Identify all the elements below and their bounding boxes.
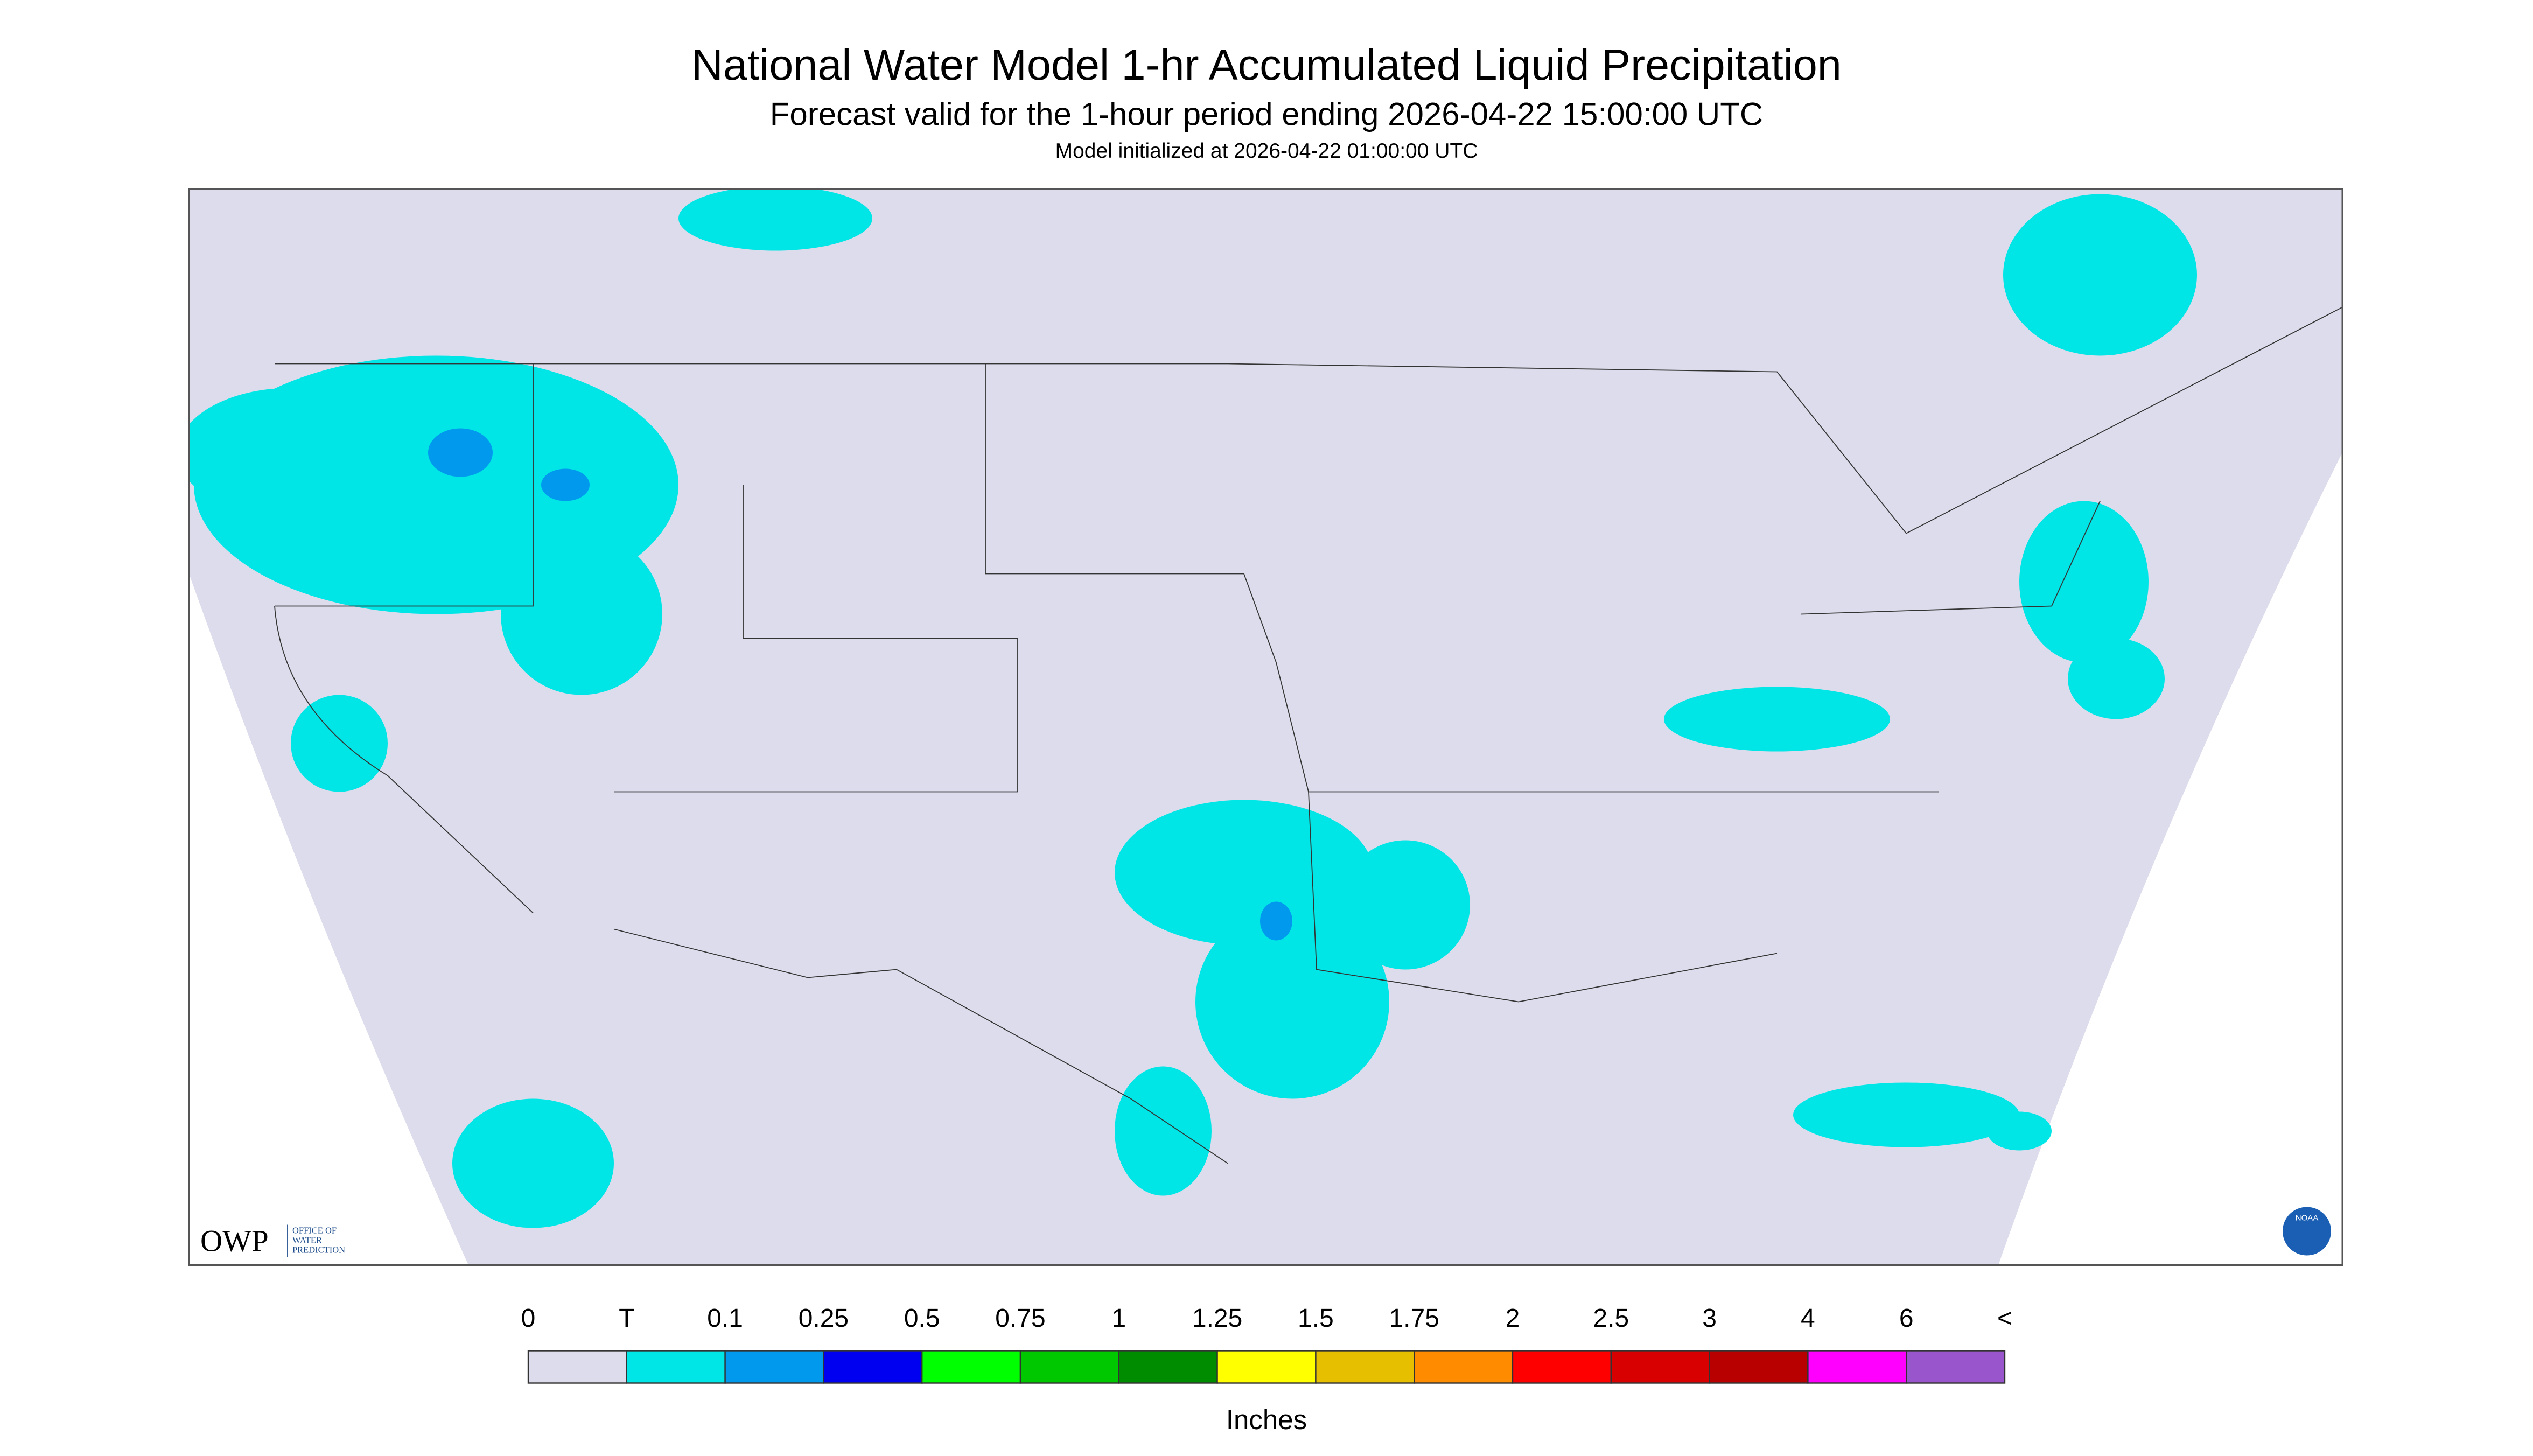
legend-label: 1.75 [1389, 1304, 1439, 1333]
owp-text-line: OFFICE OF [292, 1225, 337, 1235]
legend-label: 1.5 [1298, 1304, 1334, 1333]
legend-unit: Inches [1226, 1404, 1307, 1435]
legend-swatch [1414, 1350, 1514, 1384]
legend-label: < [1997, 1304, 2012, 1333]
legend-swatch [724, 1350, 824, 1384]
owp-logo: OWP [200, 1224, 269, 1258]
legend-label: T [619, 1304, 634, 1333]
subtitle: Forecast valid for the 1-hour period end… [770, 96, 1763, 132]
model-domain [189, 189, 2342, 1265]
legend-label: 3 [1702, 1304, 1717, 1333]
precip-moderate [428, 428, 1292, 941]
legend-swatch [1118, 1350, 1218, 1384]
legend-label: 0.75 [995, 1304, 1045, 1333]
boundaries [274, 306, 2342, 1164]
legend-label: 1 [1111, 1304, 1126, 1333]
owp-text-line: PREDICTION [292, 1244, 345, 1255]
title: National Water Model 1-hr Accumulated Li… [691, 41, 1842, 89]
owp-text-line: WATER [292, 1235, 322, 1245]
legend-swatch [1709, 1350, 1809, 1384]
precip-areas [189, 189, 2197, 1228]
legend-swatch [1610, 1350, 1710, 1384]
init-time: Model initialized at 2026-04-22 01:00:00… [1055, 139, 1478, 163]
legend-swatch [1807, 1350, 1907, 1384]
legend-label: 0.25 [799, 1304, 849, 1333]
legend-swatch [1019, 1350, 1120, 1384]
legend-swatch [1905, 1350, 2006, 1384]
map-frame [188, 188, 2343, 1266]
legend-label: 6 [1899, 1304, 1914, 1333]
legend-label: 2 [1506, 1304, 1520, 1333]
legend-label: 0.5 [904, 1304, 940, 1333]
legend-label: 0.1 [707, 1304, 743, 1333]
legend-label: 4 [1801, 1304, 1815, 1333]
legend-swatch [823, 1350, 923, 1384]
legend-swatch [921, 1350, 1021, 1384]
legend: 0 T 0.1 0.25 0.5 0.75 1 1.25 1.5 1.75 2 2.5 3 4 6 < [521, 1304, 2012, 1384]
legend-label: 0 [521, 1304, 536, 1333]
legend-swatch [1216, 1350, 1317, 1384]
legend-swatch [626, 1350, 726, 1384]
legend-swatch [1315, 1350, 1415, 1384]
legend-label: 2.5 [1593, 1304, 1629, 1333]
legend-swatch [1512, 1350, 1612, 1384]
noaa-logo: NOAA [2283, 1207, 2331, 1256]
legend-swatch [527, 1350, 628, 1384]
noaa-text: NOAA [2296, 1213, 2319, 1222]
legend-label: 1.25 [1192, 1304, 1242, 1333]
